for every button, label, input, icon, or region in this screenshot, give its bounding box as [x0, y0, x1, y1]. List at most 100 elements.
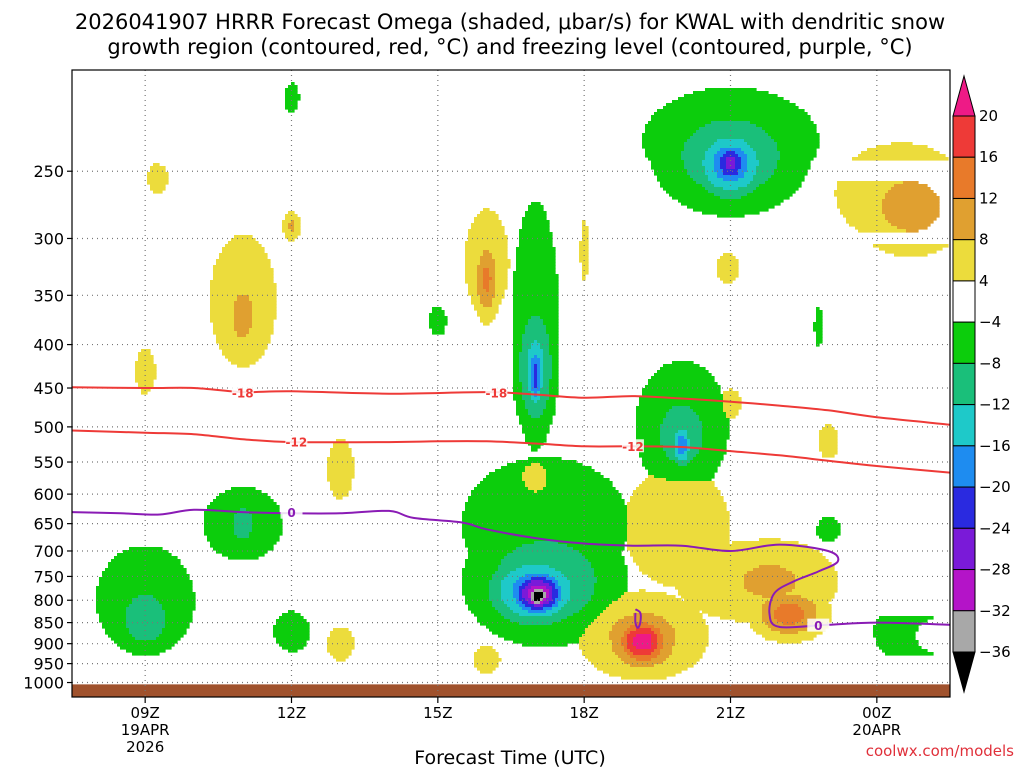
omega-cell: [549, 391, 559, 395]
omega-cell: [636, 562, 832, 566]
omega-cell: [756, 169, 775, 173]
omega-cell: [288, 223, 295, 227]
omega-cell: [153, 163, 160, 167]
omega-cell: [495, 295, 505, 299]
omega-cell: [252, 310, 277, 314]
omega-cell: [741, 157, 748, 161]
omega-cell: [816, 604, 832, 608]
omega-cell: [654, 625, 673, 629]
omega-cell: [747, 160, 760, 164]
omega-cell: [96, 604, 130, 608]
omega-cell: [495, 274, 508, 278]
omega-cell: [534, 379, 538, 383]
omega-cell: [645, 130, 697, 134]
omega-cell: [582, 634, 610, 638]
omega-cell: [549, 592, 553, 596]
omega-cell: [138, 385, 154, 389]
omega-cell: [630, 499, 724, 503]
omega-cell: [252, 319, 274, 323]
omega-cell: [462, 514, 628, 518]
omega-cell: [534, 604, 544, 608]
omega-cell: [132, 601, 160, 605]
omega-cell: [720, 196, 742, 200]
omega-cell: [525, 580, 532, 584]
omega-cell: [132, 634, 160, 638]
omega-cell: [636, 418, 664, 422]
omega-cell: [492, 631, 586, 635]
omega-cell: [549, 385, 559, 389]
omega-cell: [429, 325, 445, 329]
credit-text: coolwx.com/models: [866, 742, 1014, 760]
x-tick-label: 09Z: [130, 704, 159, 722]
omega-cell: [816, 316, 823, 320]
omega-cell: [735, 163, 742, 167]
omega-cell: [825, 424, 832, 428]
omega-cell: [99, 613, 127, 617]
omega-cell: [753, 592, 787, 596]
omega-cell: [285, 91, 298, 95]
omega-cell: [726, 157, 736, 161]
omega-cell: [519, 577, 532, 581]
omega-cell: [210, 298, 238, 302]
omega-cell: [741, 166, 748, 170]
omega-cell: [96, 601, 133, 605]
omega-cell: [468, 232, 505, 236]
omega-cell: [813, 328, 823, 332]
omega-cell: [531, 361, 541, 365]
omega-cell: [582, 265, 589, 269]
omega-cell: [252, 307, 277, 311]
omega-cell: [570, 589, 595, 593]
x-axis-title: Forecast Time (UTC): [414, 747, 605, 768]
omega-cell: [486, 475, 523, 479]
omega-cell: [483, 274, 490, 278]
omega-cell: [294, 220, 301, 224]
omega-cell: [813, 325, 823, 329]
omega-cell: [99, 619, 127, 623]
omega-cell: [522, 217, 547, 221]
omega-cell: [663, 448, 676, 452]
omega-cell: [495, 268, 508, 272]
omega-cell: [792, 589, 838, 593]
omega-cell: [135, 376, 157, 380]
omega-cell: [579, 256, 589, 260]
omega-cell: [504, 616, 568, 620]
omega-cell: [330, 448, 352, 452]
omega-cell: [204, 532, 235, 536]
colorbar-bin: [952, 445, 976, 488]
omega-cell: [693, 178, 709, 182]
omega-cell: [636, 442, 661, 446]
omega-cell: [537, 379, 541, 383]
omega-cell: [621, 640, 628, 644]
omega-cell: [546, 400, 556, 404]
omega-cell: [522, 334, 550, 338]
omega-cell: [678, 448, 688, 452]
omega-cell: [534, 592, 544, 596]
omega-cell: [234, 316, 253, 320]
omega-cell: [96, 592, 196, 596]
omega-cell: [714, 169, 724, 173]
omega-cell: [600, 613, 634, 617]
omega-cell: [537, 490, 619, 494]
omega-cell: [234, 523, 253, 527]
omega-cell: [513, 310, 559, 314]
omega-cell: [846, 220, 889, 224]
omega-cell: [849, 223, 892, 227]
omega-cell: [672, 652, 703, 656]
omega-cell: [528, 319, 544, 323]
omega-cell: [636, 409, 670, 413]
omega-cell: [516, 601, 523, 605]
omega-cell: [567, 601, 589, 605]
omega-cell: [153, 190, 163, 194]
omega-cell: [543, 352, 550, 356]
omega-cell: [672, 646, 706, 650]
omega-cell: [837, 181, 904, 185]
omega-cell: [594, 664, 631, 668]
omega-cell: [630, 664, 655, 668]
omega-cell: [684, 160, 703, 164]
omega-cell: [702, 433, 730, 437]
omega-cell: [207, 508, 241, 512]
colorbar-bin: [952, 239, 976, 282]
omega-cell: [627, 541, 730, 545]
omega-cell: [519, 589, 523, 593]
omega-cell: [513, 334, 523, 338]
